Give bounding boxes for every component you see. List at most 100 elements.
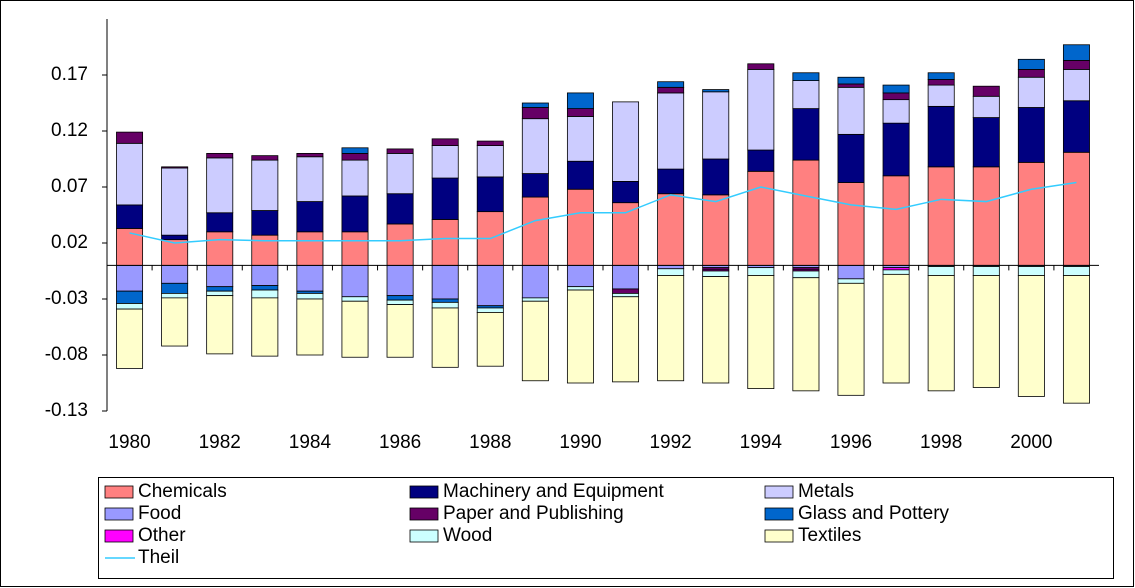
bar-segment [1017,58,1045,70]
bar-segment [431,264,459,300]
bar-segment [837,76,865,85]
bar-segment [882,84,910,94]
bar-segment [296,201,324,233]
bar-segment [341,147,369,154]
bar-segment [702,89,730,93]
bar-segment [927,79,955,86]
bar-segment [251,289,279,299]
bar-segment [1062,69,1090,102]
bar-segment [612,296,640,383]
bar-segment [206,231,234,266]
bar-segment [566,160,594,190]
bar-segment [927,166,955,266]
bar-segment [296,152,324,158]
bar-segment [1062,275,1090,404]
bar-segment [521,173,549,198]
bar-segment [476,264,504,307]
bar-segment [612,264,640,290]
bar-segment [882,92,910,101]
bar-segment [972,275,1000,388]
bar-segment [882,175,910,266]
legend-label: Metals [798,481,854,502]
bar-segment [566,108,594,117]
bar-segment [566,286,594,291]
bar-segment [431,145,459,179]
bar-segment [837,133,865,183]
legend-label: Glass and Pottery [798,503,950,524]
bar-segment [566,289,594,384]
bar-segment [612,288,640,294]
bar-segment [566,116,594,162]
bar-segment [161,166,189,169]
x-tick-label: 1984 [289,432,332,453]
bar-segment [251,234,279,266]
theil-line [129,181,1077,244]
bar-segment [747,149,775,172]
bar-segment [972,117,1000,168]
bar-segment [161,297,189,347]
bar-segment [837,182,865,266]
legend-label: Wood [443,525,492,546]
bar-segment [476,140,504,146]
legend-swatch [409,529,439,543]
bar-segment [206,295,234,355]
bar-segment [612,101,640,182]
bar-segment [1017,69,1045,78]
bar-segment [521,300,549,382]
bar-segment [1017,266,1045,276]
bar-segment [116,290,144,304]
bar-segment [116,228,144,266]
bar-segment [341,296,369,302]
bar-segment [431,298,459,303]
bar-segment [296,298,324,356]
bar-segment [657,264,685,270]
bar-segment [116,131,144,144]
bar-segment [116,142,144,206]
bar-segment [657,168,685,195]
bar-segment [521,107,549,120]
legend-label: Theil [138,547,179,568]
bar-segment [251,297,279,357]
bar-segment [476,145,504,178]
legend-swatch [104,485,134,499]
bar-segment [702,91,730,160]
bar-segment [386,152,414,195]
bar-segment [341,300,369,358]
bar-segment [386,264,414,297]
bar-segment [476,176,504,213]
bar-segment [521,102,549,108]
bar-segment [612,180,640,204]
bar-segment [927,72,955,80]
bar-segment [566,264,594,288]
legend-swatch [409,507,439,521]
bar-segment [206,157,234,214]
bar-segment [341,195,369,233]
bar-segment [657,86,685,94]
bar-segment [657,268,685,276]
bar-segment [161,239,189,266]
bar-segment [747,267,775,276]
bar-segment [251,159,279,211]
bar-segment [386,148,414,154]
bar-segment [386,223,414,266]
bar-segment [972,95,1000,118]
bar-segment [1017,107,1045,163]
bar-segment [882,122,910,177]
bar-segment [927,84,955,107]
bar-segment [296,156,324,202]
bar-segment [927,105,955,168]
x-tick-label: 1996 [830,432,872,453]
bar-segment [251,285,279,291]
bar-segment [206,212,234,233]
bar-segment [386,193,414,225]
bar-segment [251,210,279,236]
bar-segment [386,304,414,358]
bar-segment [927,266,955,276]
bar-segment [837,83,865,88]
x-tick-label: 1990 [559,432,601,453]
x-tick-label: 2000 [1010,432,1052,453]
legend-label: Food [138,503,181,524]
bar-segment [206,152,234,159]
bar-segment [206,286,234,292]
